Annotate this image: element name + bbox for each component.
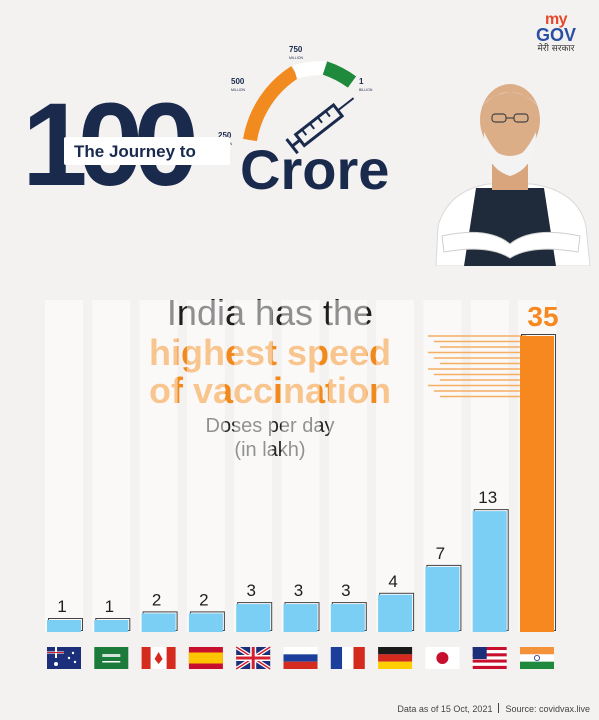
gauge-arc-white <box>293 61 326 79</box>
flag-france-icon <box>330 647 365 669</box>
bar-background-column <box>234 300 273 632</box>
bar-value-label: 13 <box>478 488 497 507</box>
gauge-unit-1: BILLION <box>359 88 373 92</box>
bar-usa <box>472 511 507 632</box>
bar-saudi-arabia <box>94 620 129 632</box>
gauge-label-250: 250 <box>218 131 232 140</box>
syringe-icon <box>285 97 355 155</box>
bar-france <box>330 604 365 632</box>
gauge-arc-saffron <box>243 66 299 142</box>
bar-value-label: 3 <box>341 581 350 600</box>
flag-saudi-arabia-icon <box>94 647 129 669</box>
bar-united-kingdom <box>236 604 271 632</box>
flag-australia-icon <box>47 647 81 669</box>
footer-source: Source: covidvax.live <box>505 704 590 714</box>
flag-spain-icon <box>188 647 223 669</box>
footer-separator <box>498 703 500 713</box>
gauge-unit-750: MILLION <box>289 56 303 60</box>
bar-background-column <box>186 300 225 632</box>
bar-value-label: 1 <box>57 597 66 616</box>
logo-subtitle: मेरी सरकार <box>537 44 575 54</box>
footer-data-date: Data as of 15 Oct, 2021 <box>397 704 493 714</box>
bar-background-column <box>92 300 131 632</box>
footer: Data as of 15 Oct, 2021 Source: covidvax.… <box>340 703 590 714</box>
logo-my-text: my <box>544 11 568 28</box>
bar-value-label: 1 <box>105 597 114 616</box>
flag-usa-icon <box>472 647 507 669</box>
hero-prefix-box <box>64 137 230 165</box>
flag-canada-icon <box>141 647 176 669</box>
bar-value-label: 2 <box>152 590 161 609</box>
bar-value-label: 4 <box>388 572 397 591</box>
bar-australia <box>47 620 81 632</box>
portrait-image <box>435 84 591 266</box>
bar-value-label: 7 <box>436 544 445 563</box>
bar-value-label: 3 <box>294 581 303 600</box>
bar-india <box>520 336 554 632</box>
bar-background-column <box>376 300 415 632</box>
flag-germany-icon <box>378 647 413 669</box>
bar-japan <box>425 566 460 632</box>
gauge-label-1: 1 <box>359 77 364 86</box>
bar-background-column <box>281 300 320 632</box>
bar-background-column <box>139 300 178 632</box>
bar-canada <box>141 613 176 632</box>
bar-russia <box>283 604 318 632</box>
logo-gov-text: GOV <box>535 25 576 45</box>
gauge-unit-500: MILLION <box>231 88 245 92</box>
gauge-label-750: 750 <box>289 45 303 54</box>
bar-background-column <box>45 300 83 632</box>
bar-value-label: 2 <box>199 590 208 609</box>
mygov-logo: my GOV मेरी सरकार <box>524 12 588 70</box>
flag-japan-icon <box>425 647 460 669</box>
flag-russia-icon <box>283 647 318 669</box>
bar-background-column <box>328 300 367 632</box>
bar-spain <box>188 613 223 632</box>
gauge-label-500: 500 <box>231 77 245 86</box>
hero-prefix: The Journey to <box>74 142 196 161</box>
flag-india-icon <box>520 647 554 669</box>
bar-value-label: 35 <box>527 301 558 332</box>
bar-germany <box>378 594 413 632</box>
hero-word: Crore <box>240 138 390 201</box>
bar-value-label: 3 <box>246 581 255 600</box>
flag-united-kingdom-icon <box>235 645 272 671</box>
gauge-arc-green <box>322 61 357 88</box>
